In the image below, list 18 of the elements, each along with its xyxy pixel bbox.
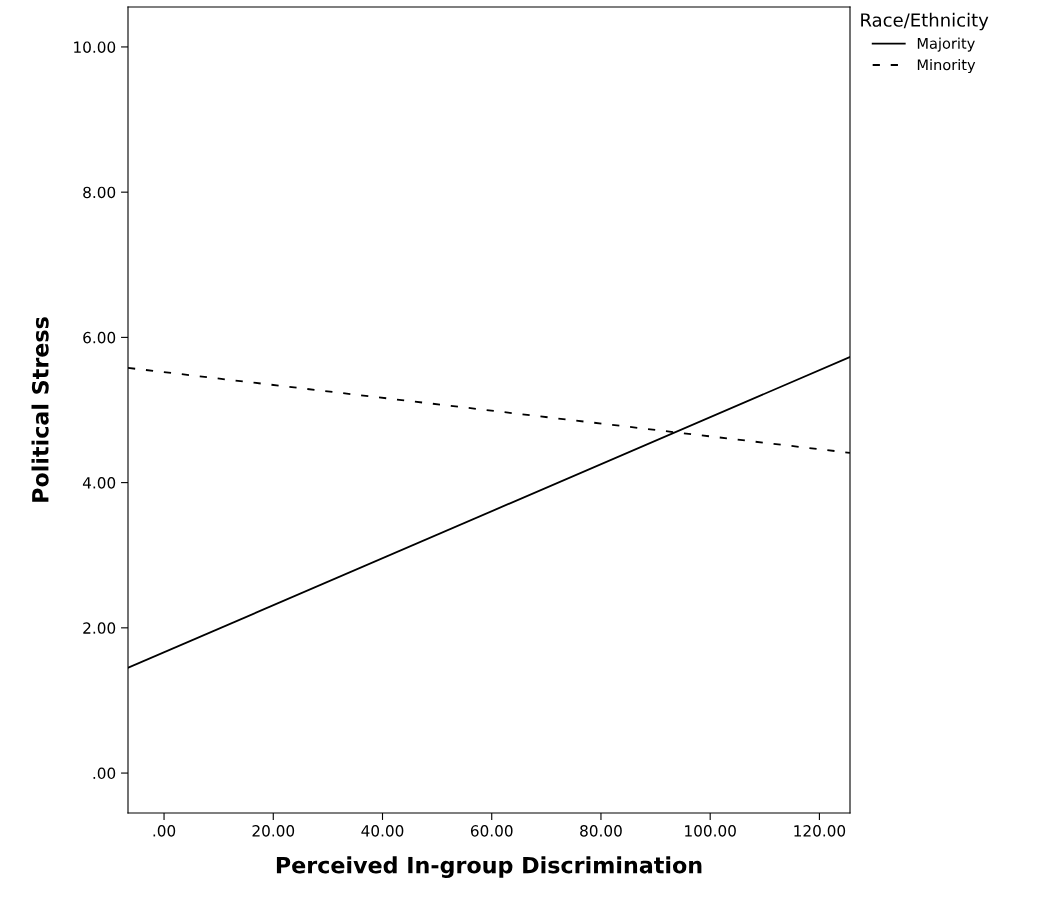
legend-label: Minority [917,59,976,74]
x-tick-label: 80.00 [580,825,622,837]
x-tick-label: 40.00 [361,825,404,837]
y-tick-label: 10.00 [74,41,116,53]
y-axis-title: Political Stress [31,317,49,502]
x-tick-label: 120.00 [794,825,846,837]
y-tick-label: 8.00 [83,186,116,199]
x-tick-label: .00 [153,825,176,837]
y-tick-label: 6.00 [83,331,116,344]
x-tick-label: 20.00 [252,825,295,837]
legend-label: Majority [917,37,975,52]
y-tick-label: 4.00 [82,477,116,489]
legend-title: Race/Ethnicity [861,12,989,31]
y-tick-label: 2.00 [83,622,116,634]
x-tick-label: 60.00 [470,825,513,837]
x-axis-title: Perceived In-group Discrimination [276,856,702,878]
x-tick-label: 100.00 [685,825,736,837]
y-tick-label: .00 [93,767,116,780]
